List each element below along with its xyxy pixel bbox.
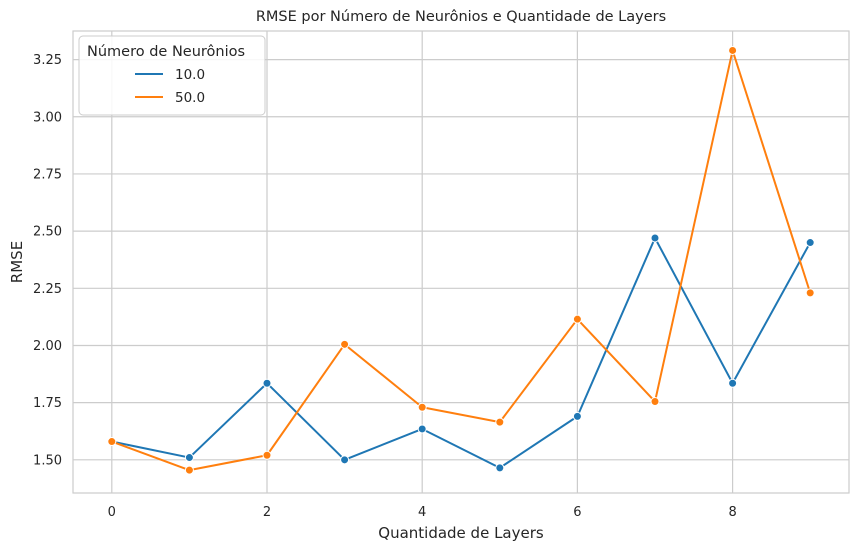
x-tick-label: 4 (418, 505, 426, 520)
data-point (495, 463, 505, 473)
y-tick-label: 2.50 (33, 225, 62, 240)
data-point (650, 397, 660, 407)
data-point (805, 238, 815, 248)
data-point (572, 314, 582, 324)
data-point (340, 455, 350, 465)
data-point (340, 339, 350, 349)
y-tick-label: 2.25 (33, 282, 62, 297)
data-point (728, 45, 738, 55)
legend-items: 10.0 50.0 (135, 67, 205, 106)
legend-box (78, 35, 266, 116)
y-tick-label: 1.50 (33, 453, 62, 468)
data-point (728, 378, 738, 388)
data-point (495, 417, 505, 427)
legend-title: Número de Neurônios (87, 44, 245, 60)
chart-title: RMSE por Número de Neurônios e Quantidad… (256, 9, 666, 25)
data-point (650, 233, 660, 243)
legend: Número de Neurônios 10.0 50.0 (78, 35, 266, 116)
series-line (111, 236, 812, 469)
y-tick-label: 3.00 (33, 110, 62, 125)
legend-label: 50.0 (175, 90, 205, 106)
data-point (184, 465, 194, 475)
series-10.0 (107, 233, 815, 473)
x-tick-label: 2 (263, 505, 271, 520)
y-tick-label: 3.25 (33, 53, 62, 68)
grid-lines (73, 31, 849, 493)
legend-label: 10.0 (175, 67, 205, 83)
data-point (572, 411, 582, 421)
data-point (262, 378, 272, 388)
series-layer (107, 45, 815, 475)
x-tick-labels: 0 2 4 6 8 (108, 505, 737, 520)
series-line (111, 49, 812, 472)
data-point (184, 453, 194, 463)
x-tick-label: 6 (573, 505, 581, 520)
plot-frame (72, 30, 850, 494)
x-tick-label: 0 (108, 505, 116, 520)
y-axis-label: RMSE (8, 241, 26, 283)
data-point (805, 288, 815, 298)
data-point (107, 437, 117, 447)
x-tick-label: 8 (728, 505, 736, 520)
y-tick-label: 2.00 (33, 339, 62, 354)
y-tick-label: 1.75 (33, 396, 62, 411)
y-tick-label: 2.75 (33, 167, 62, 182)
data-point (417, 424, 427, 434)
data-point (262, 450, 272, 460)
x-axis-label: Quantidade de Layers (378, 524, 544, 542)
series-50.0 (107, 45, 815, 475)
y-tick-labels: 1.50 1.75 2.00 2.25 2.50 2.75 3.00 3.25 (33, 53, 62, 468)
data-point (417, 402, 427, 412)
